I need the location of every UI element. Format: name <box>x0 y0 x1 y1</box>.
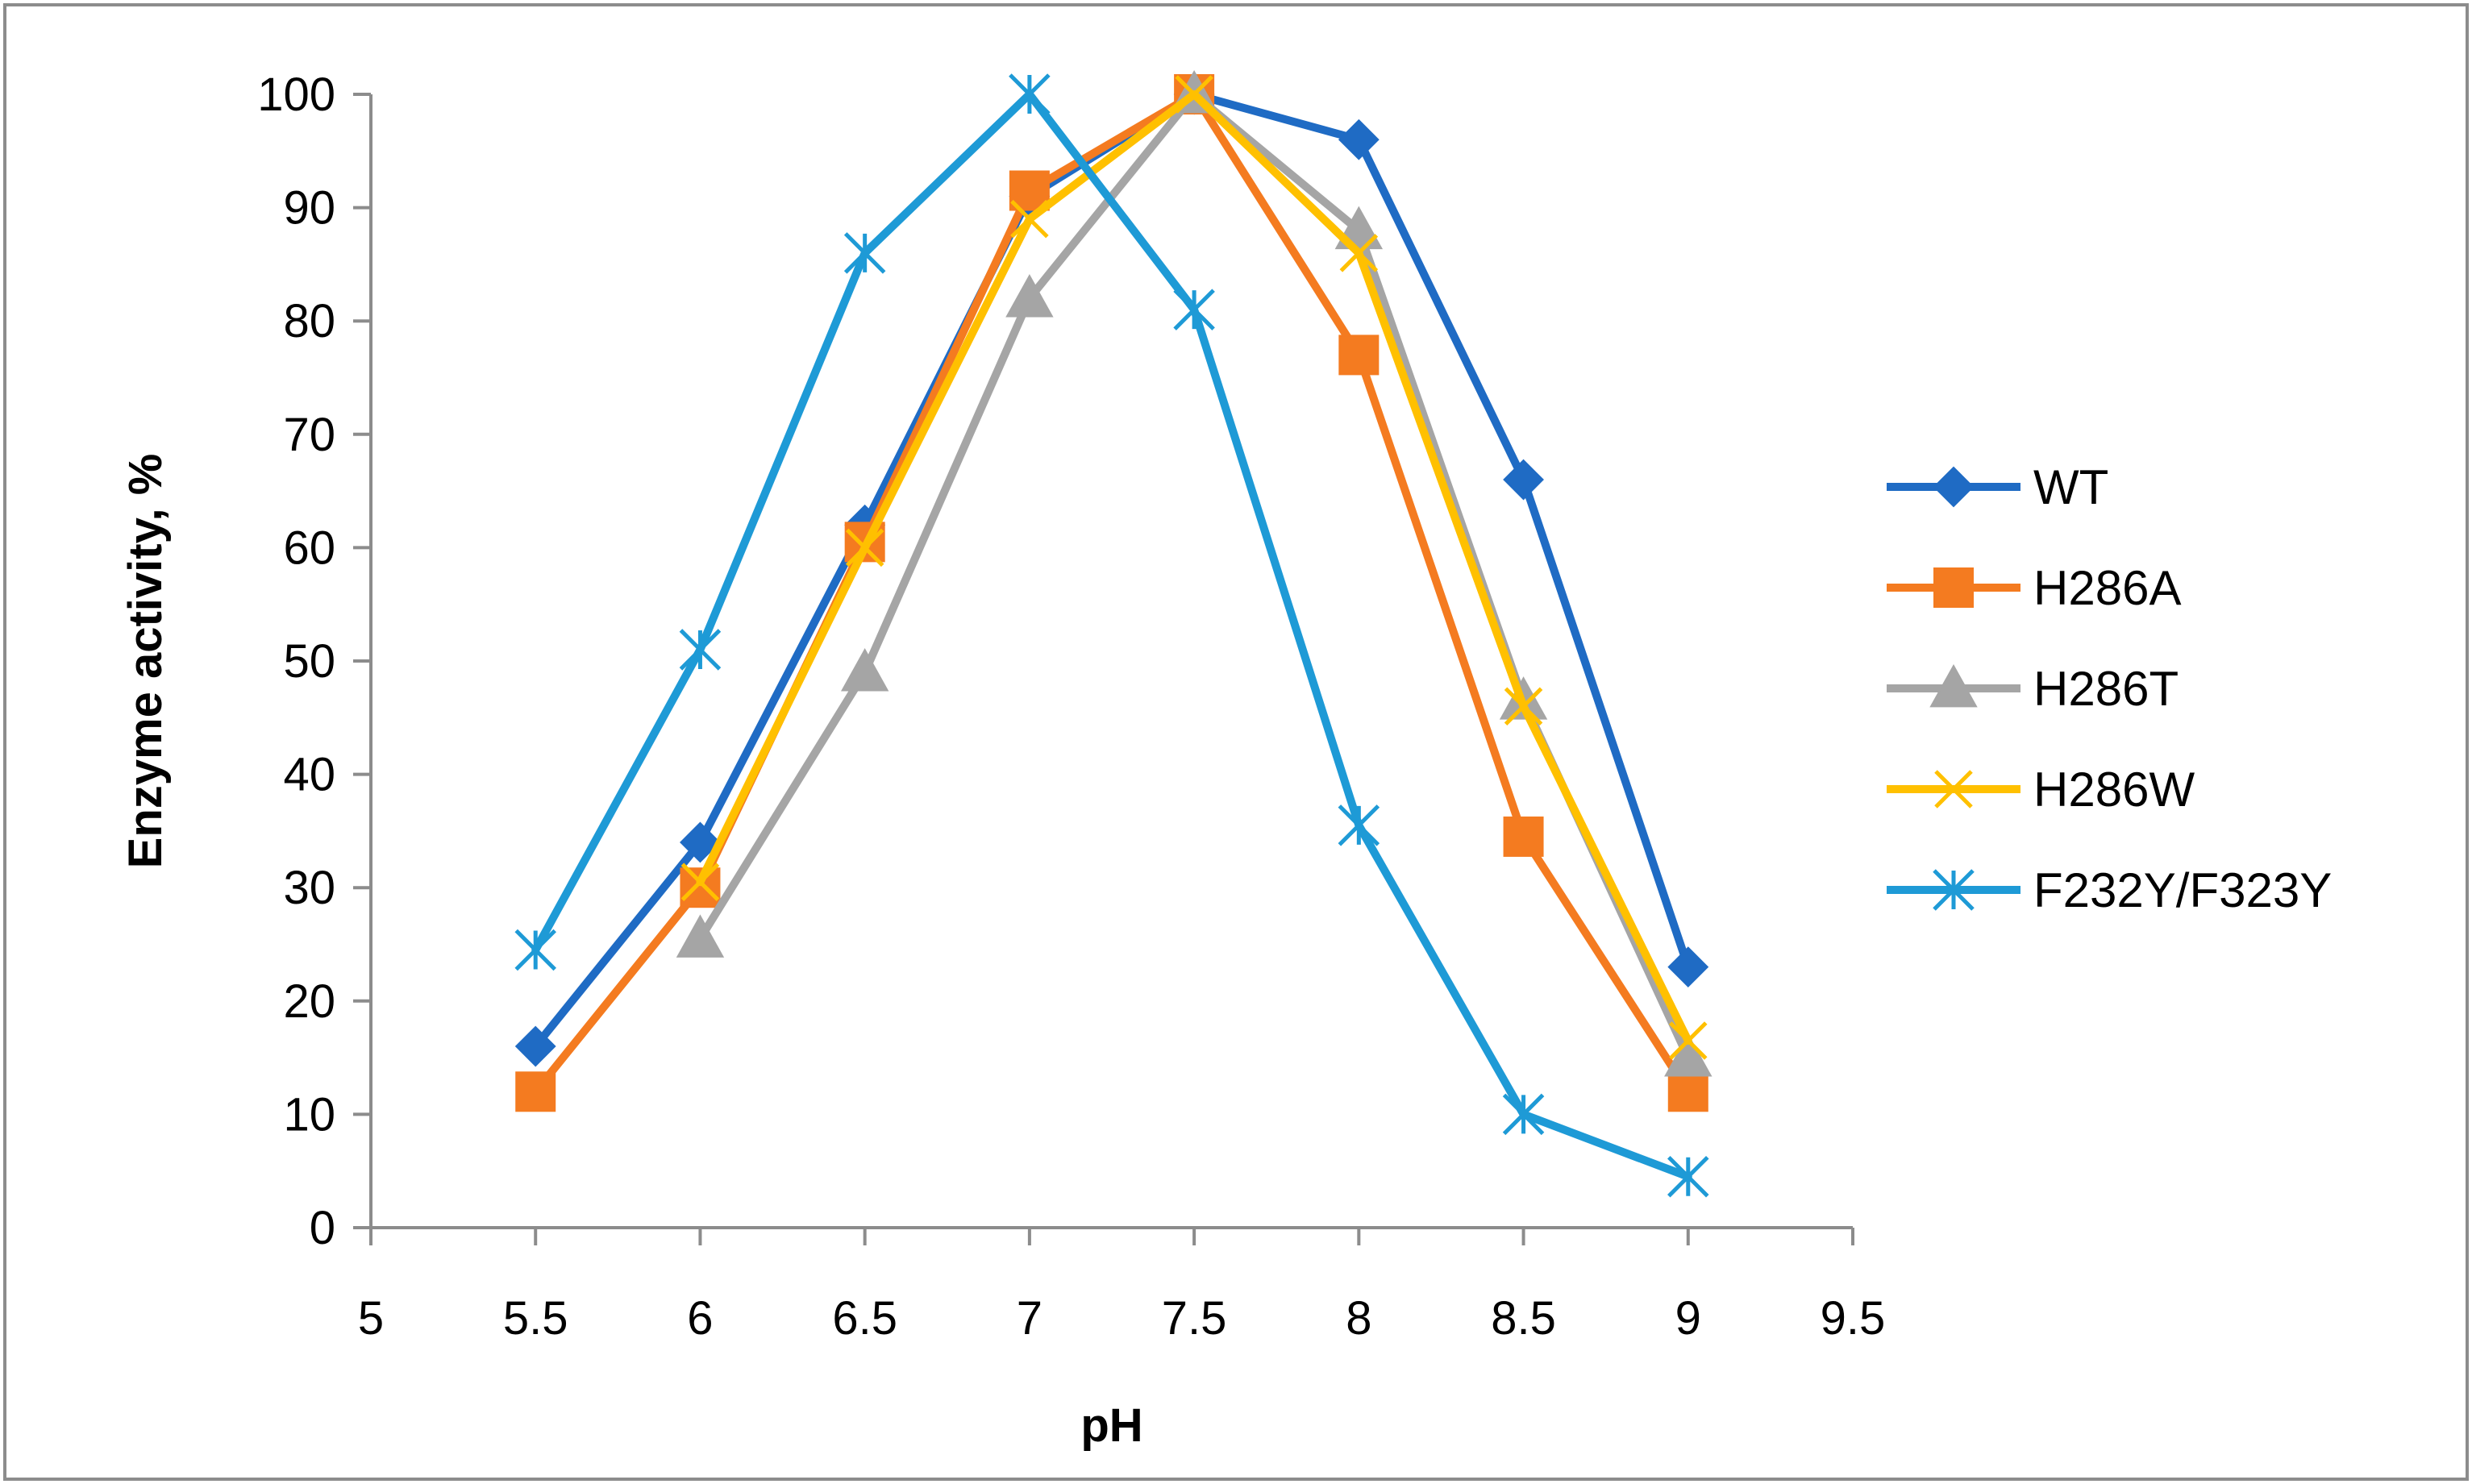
data-point <box>514 1025 556 1067</box>
legend-swatch-marker <box>1934 770 1973 809</box>
data-point <box>1338 118 1380 160</box>
legend-label: F232Y/F323Y <box>2033 863 2332 917</box>
series-line <box>531 90 1692 1181</box>
x-tick-label: 7 <box>1017 1292 1042 1345</box>
data-point <box>514 929 556 971</box>
x-axis-title: pH <box>1080 1399 1142 1452</box>
legend-item: H286A <box>1887 561 2181 615</box>
x-tick-label: 9.5 <box>1821 1292 1886 1345</box>
legend-swatch-marker <box>1929 663 1978 708</box>
data-point <box>1338 804 1380 846</box>
y-tick-label: 80 <box>283 295 335 347</box>
data-point <box>515 1071 556 1112</box>
data-point <box>1010 199 1049 239</box>
legend-item: H286T <box>1887 662 2179 716</box>
data-point <box>1173 289 1215 330</box>
data-point <box>843 232 886 274</box>
y-tick-label: 0 <box>310 1202 335 1254</box>
legend-label: H286W <box>2033 763 2195 817</box>
data-point <box>1667 1071 1708 1112</box>
data-point <box>1175 75 1213 114</box>
data-point <box>1667 946 1709 988</box>
series-h286w <box>680 75 1708 1060</box>
data-point <box>1338 335 1380 376</box>
x-tick-label: 6 <box>687 1292 713 1345</box>
y-tick-label: 100 <box>257 69 335 121</box>
data-point <box>840 648 889 692</box>
y-tick-label: 60 <box>283 522 335 574</box>
data-point <box>679 629 722 671</box>
x-tick-label: 9 <box>1675 1292 1701 1345</box>
legend-label: H286A <box>2033 561 2181 615</box>
data-point <box>676 914 725 958</box>
y-tick-label: 30 <box>283 862 335 914</box>
y-tick-label: 70 <box>283 409 335 461</box>
data-point <box>1005 274 1054 318</box>
data-point <box>1669 1021 1708 1060</box>
x-tick-label: 7.5 <box>1162 1292 1227 1345</box>
legend-swatch-marker <box>1933 567 1974 608</box>
data-point <box>1503 816 1544 857</box>
chart-border <box>3 3 2469 1481</box>
x-axis-ticks: 5 5.5 6 6.5 7 7.5 8 8.5 9 9.5 <box>358 1228 1885 1345</box>
series-layer <box>514 69 1713 1198</box>
y-tick-label: 50 <box>283 635 335 688</box>
legend-swatch-marker <box>1933 466 1975 508</box>
data-point <box>845 528 884 567</box>
data-point <box>680 821 721 863</box>
series-f232y-f323y <box>514 73 1709 1198</box>
data-point <box>680 863 720 901</box>
y-tick-label: 10 <box>283 1088 335 1141</box>
x-tick-label: 5.5 <box>503 1292 568 1345</box>
y-tick-label: 20 <box>283 975 335 1028</box>
legend-item: H286W <box>1887 763 2195 817</box>
y-axis-ticks: 0 10 20 30 40 50 60 70 80 90 100 <box>257 69 371 1254</box>
legend-label: WT <box>2033 460 2108 514</box>
y-tick-label: 40 <box>283 749 335 801</box>
x-tick-label: 6.5 <box>832 1292 897 1345</box>
legend-swatch-marker <box>1933 869 1975 911</box>
data-point <box>1504 687 1543 726</box>
y-tick-label: 90 <box>283 182 335 235</box>
y-axis-title: Enzyme activity, % <box>119 454 172 869</box>
data-point <box>1339 234 1379 272</box>
data-point <box>1667 1155 1709 1198</box>
data-point <box>1009 73 1051 115</box>
legend: WT H286A H286T H286W F232Y/F323Y <box>1887 460 2332 917</box>
legend-item: F232Y/F323Y <box>1887 863 2332 917</box>
x-tick-label: 8.5 <box>1491 1292 1556 1345</box>
x-tick-label: 5 <box>358 1292 384 1345</box>
legend-label: H286T <box>2033 662 2179 716</box>
data-point <box>1503 459 1544 501</box>
data-point <box>1502 1093 1545 1136</box>
data-point <box>1664 1033 1713 1077</box>
x-tick-label: 8 <box>1346 1292 1371 1345</box>
legend-item: WT <box>1887 460 2108 514</box>
